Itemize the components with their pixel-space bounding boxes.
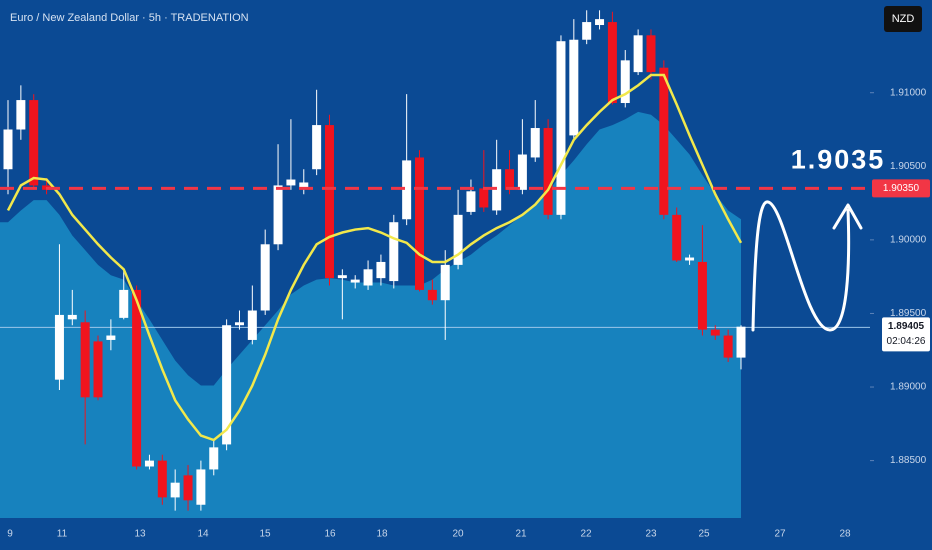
- candle-body: [710, 329, 720, 336]
- candle-body: [659, 67, 669, 215]
- candle-body: [415, 157, 425, 290]
- candle-body: [646, 35, 656, 73]
- level-axis-label: 1.90350: [883, 183, 920, 194]
- candle-body: [736, 326, 746, 358]
- candle-body: [620, 60, 630, 104]
- last-price-label: 1.89405: [888, 321, 925, 332]
- candle-body: [723, 335, 733, 358]
- candle-body: [222, 325, 232, 445]
- candle-body: [144, 460, 154, 467]
- candle-body: [324, 125, 334, 279]
- x-tick-label: 28: [839, 529, 851, 540]
- candle-body: [595, 19, 605, 26]
- candle-body: [16, 100, 26, 130]
- x-tick-label: 18: [376, 529, 388, 540]
- candle-body: [29, 100, 39, 186]
- y-tick-label: 1.90500: [890, 161, 927, 172]
- candle-body: [247, 310, 257, 340]
- x-tick-label: 14: [197, 529, 209, 540]
- candle-body: [427, 289, 437, 301]
- candle-body: [402, 160, 412, 220]
- x-tick-label: 20: [452, 529, 464, 540]
- x-tick-label: 9: [7, 529, 13, 540]
- candle-body: [505, 169, 515, 190]
- x-tick-label: 21: [515, 529, 527, 540]
- candle-body: [196, 469, 206, 505]
- candle-body: [286, 179, 296, 186]
- x-tick-label: 15: [259, 529, 271, 540]
- y-tick-label: 1.91000: [890, 87, 927, 98]
- candle-body: [80, 322, 90, 398]
- moving-average: [6, 73, 743, 442]
- projection-arrow: [751, 200, 863, 332]
- y-tick-label: 1.90000: [890, 235, 927, 246]
- candle-body: [453, 214, 463, 265]
- candle-body: [440, 264, 450, 301]
- y-tick-label: 1.88500: [890, 455, 927, 466]
- currency-badge[interactable]: [884, 6, 922, 32]
- candle-body: [633, 35, 643, 73]
- level-annotation: 1.9035: [791, 144, 886, 174]
- candle-body: [556, 41, 566, 215]
- candle-body: [299, 182, 309, 189]
- countdown-label: 02:04:26: [887, 336, 926, 347]
- candle-body: [479, 188, 489, 208]
- candle-body: [543, 128, 553, 215]
- y-tick-label: 1.89500: [890, 308, 927, 319]
- candle-body: [93, 341, 103, 398]
- x-tick-label: 27: [774, 529, 786, 540]
- candle-body: [685, 257, 695, 261]
- candle-body: [607, 22, 617, 104]
- x-tick-label: 16: [324, 529, 336, 540]
- candle-body: [170, 482, 180, 498]
- candle-body: [530, 128, 540, 158]
- candle-body: [106, 335, 116, 340]
- candle-body: [466, 191, 476, 212]
- candle-body: [350, 279, 360, 283]
- x-tick-label: 25: [698, 529, 710, 540]
- candle-body: [273, 185, 283, 245]
- candle-body: [67, 314, 77, 320]
- currency-label: NZD: [892, 13, 915, 25]
- candle-body: [337, 275, 347, 279]
- candle-body: [376, 261, 386, 279]
- candle-body: [672, 214, 682, 261]
- candle-body: [3, 129, 13, 170]
- candle-body: [157, 460, 167, 498]
- last-price-box: [882, 317, 930, 352]
- level-axis-box: [872, 179, 930, 198]
- candle-body: [517, 154, 527, 190]
- candle-body: [54, 314, 64, 380]
- candle-body: [183, 475, 193, 501]
- candle-body: [209, 447, 219, 470]
- candle-body: [389, 222, 399, 282]
- x-tick-label: 22: [580, 529, 592, 540]
- candle-body: [132, 289, 142, 467]
- candle-body: [119, 289, 129, 318]
- candle-body: [363, 269, 373, 286]
- y-tick-label: 1.89000: [890, 382, 927, 393]
- x-tick-label: 23: [645, 529, 657, 540]
- candle-body: [569, 39, 579, 136]
- x-tick-label: 13: [134, 529, 146, 540]
- plot: 1.88500 1.89000 1.89500 1.90000 1.90500 1.910…: [0, 10, 927, 518]
- chart-title: Euro / New Zealand Dollar · 5h · TRADENA…: [10, 12, 249, 24]
- x-tick-label: 11: [57, 529, 68, 540]
- candle-body: [582, 22, 592, 40]
- candle-body: [234, 322, 244, 326]
- candle-body: [312, 125, 322, 170]
- candle-body: [260, 244, 270, 311]
- candle-body: [697, 261, 707, 330]
